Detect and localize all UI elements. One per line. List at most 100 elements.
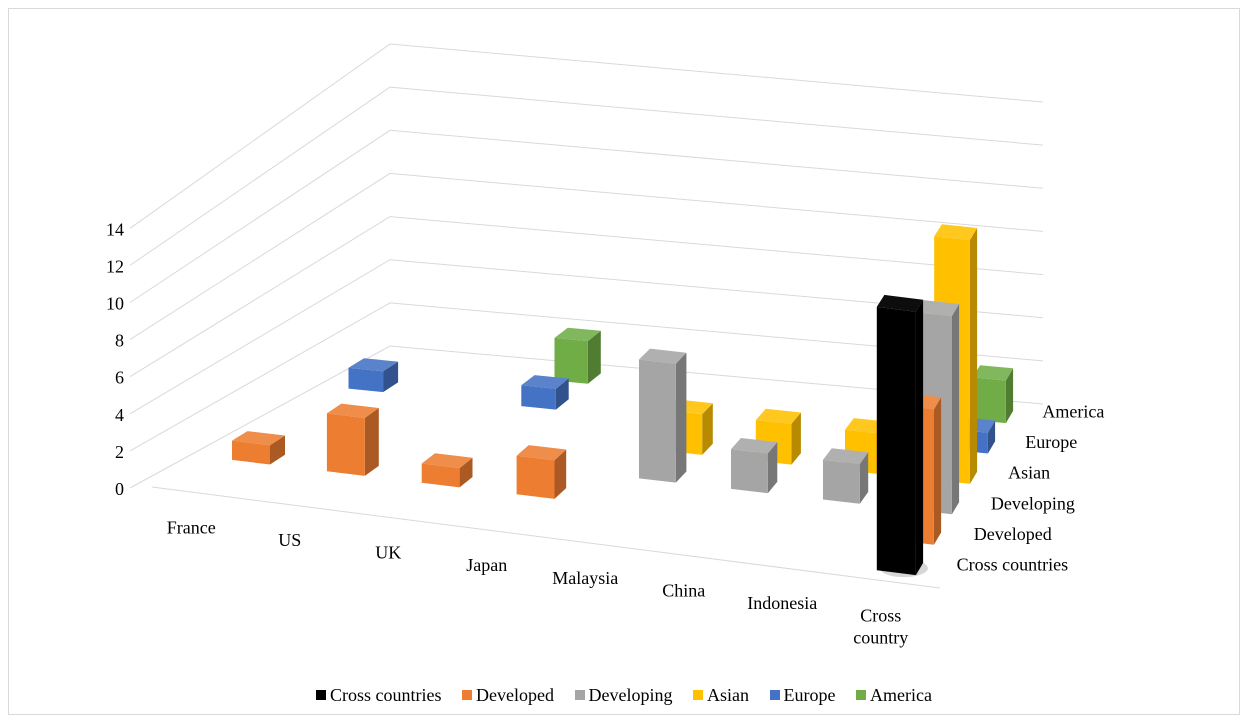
y-tick-label: 6 — [115, 368, 124, 388]
legend-item: Developing — [574, 684, 673, 706]
gridline — [129, 345, 1044, 489]
bar-side — [1005, 368, 1014, 424]
bar-side — [702, 403, 713, 455]
x-tick-label-line: Indonesia — [747, 593, 817, 613]
legend-swatch — [462, 690, 473, 700]
bars — [232, 224, 1014, 578]
bar — [823, 459, 860, 504]
legend-swatch — [769, 690, 780, 700]
floor-edge — [151, 486, 941, 589]
bar-side — [587, 330, 601, 384]
gridlines — [129, 43, 1044, 589]
bar-top — [554, 327, 601, 342]
depth-tick-label: Asian — [1008, 463, 1050, 483]
bar-side — [969, 228, 978, 484]
bar — [972, 377, 1006, 424]
depth-tick-label: Cross countries — [957, 555, 1068, 575]
x-tick-label: Malaysia — [552, 568, 618, 588]
legend-label: Developed — [476, 684, 555, 705]
bar-side — [555, 378, 569, 410]
bar-side — [767, 442, 778, 494]
bar-side — [364, 408, 379, 476]
x-tick-label: China — [662, 580, 705, 600]
bar-side — [951, 304, 960, 515]
x-tick-label: UK — [375, 543, 401, 563]
gridline — [129, 216, 1044, 378]
bar — [554, 337, 588, 384]
x-tick-label-line: China — [662, 580, 705, 600]
bar-side — [554, 449, 567, 499]
legend: Cross countries Developed Developing Asi… — [0, 684, 1248, 706]
legend-swatch — [855, 690, 866, 700]
gridline — [129, 86, 1044, 266]
bar-top — [755, 408, 801, 424]
bar-top — [823, 448, 869, 465]
legend-swatch — [316, 690, 327, 700]
bar — [348, 367, 384, 393]
legend-label: Cross countries — [330, 684, 442, 705]
depth-tick-label: Europe — [1025, 432, 1077, 452]
gridline — [129, 302, 1044, 452]
x-axis-labels: France US UK Japan Malaysia China Indonesia Cro… — [167, 517, 908, 647]
depth-axis-labels: Cross countries Developed Developing Asian E… — [957, 401, 1105, 574]
legend-item: Cross countries — [316, 685, 442, 706]
x-tick-label-line: UK — [375, 543, 401, 563]
x-tick-label-line: US — [278, 530, 301, 550]
gridline — [129, 172, 1044, 341]
legend-label: Developing — [588, 684, 673, 705]
depth-tick-label: Developing — [991, 493, 1075, 513]
bar-side — [791, 412, 801, 465]
bar-side — [859, 452, 869, 504]
gridline — [129, 259, 1044, 415]
bar-top — [232, 431, 285, 446]
bar — [639, 359, 676, 483]
bar-side — [987, 420, 996, 454]
depth-tick-label: Developed — [974, 524, 1052, 544]
bar — [521, 385, 556, 410]
bar-side — [915, 299, 924, 576]
legend-item: Developed — [462, 685, 554, 706]
bar-top — [972, 365, 1014, 381]
x-tick-label-line: Japan — [466, 555, 507, 575]
depth-tick-label: America — [1042, 401, 1104, 421]
x-tick-label-line: France — [167, 517, 216, 537]
bar-top — [915, 300, 960, 317]
bar-top — [876, 294, 924, 312]
x-tick-label: Japan — [466, 555, 507, 575]
chart-frame — [8, 8, 1240, 715]
gridline — [129, 43, 1044, 229]
bar — [731, 449, 768, 494]
y-axis-ticks: 0 2 4 6 8 10 12 14 — [106, 219, 124, 499]
bar-top — [348, 358, 399, 372]
x-tick-label-line: country — [853, 628, 908, 648]
y-tick-label: 12 — [106, 256, 124, 276]
bar-top — [421, 453, 473, 469]
x-tick-label-line: Malaysia — [552, 568, 618, 588]
y-tick-label: 4 — [115, 405, 124, 425]
bar — [876, 306, 916, 576]
legend-label: America — [869, 684, 932, 705]
legend-swatch — [574, 690, 585, 700]
legend-item: America — [855, 684, 932, 706]
bar — [232, 440, 270, 465]
bar-top — [639, 348, 687, 364]
legend-item: Asian — [693, 685, 749, 706]
legend-label: Europe — [783, 684, 836, 705]
bar-side — [933, 397, 942, 545]
bar-side — [459, 457, 473, 488]
y-tick-label: 10 — [106, 293, 124, 313]
bar-top — [934, 224, 978, 241]
y-tick-label: 2 — [115, 442, 124, 462]
bar-top — [731, 438, 778, 454]
y-tick-label: 8 — [115, 331, 124, 351]
y-tick-label: 14 — [106, 219, 124, 239]
bar-top — [521, 375, 569, 389]
x-tick-label: France — [167, 517, 216, 537]
bar-side — [383, 361, 399, 393]
x-tick-label: Indonesia — [747, 593, 817, 613]
bar — [516, 455, 555, 499]
y-tick-label: 0 — [115, 479, 124, 499]
bar — [421, 463, 460, 488]
legend-swatch — [693, 690, 703, 700]
